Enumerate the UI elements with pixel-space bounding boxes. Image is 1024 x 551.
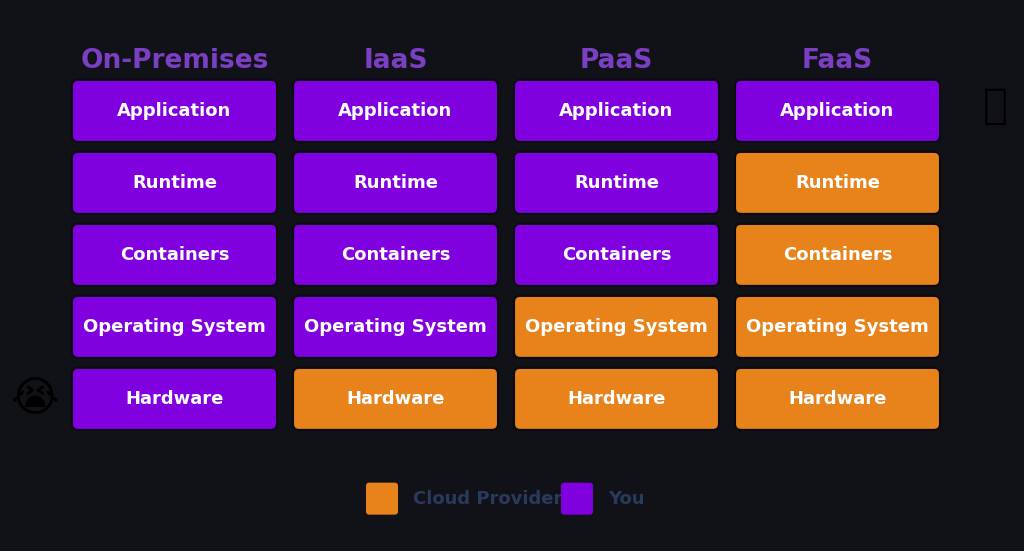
FancyBboxPatch shape [735, 224, 940, 286]
Text: Cloud Provider: Cloud Provider [413, 490, 562, 507]
Text: Runtime: Runtime [353, 174, 438, 192]
Text: PaaS: PaaS [580, 48, 653, 74]
Text: Operating System: Operating System [83, 318, 266, 336]
FancyBboxPatch shape [514, 368, 719, 430]
FancyBboxPatch shape [366, 483, 398, 515]
Text: Application: Application [118, 102, 231, 120]
Text: IaaS: IaaS [364, 48, 428, 74]
Text: Application: Application [780, 102, 895, 120]
Text: Containers: Containers [562, 246, 672, 264]
Text: Runtime: Runtime [795, 174, 880, 192]
FancyBboxPatch shape [72, 296, 278, 358]
FancyBboxPatch shape [72, 368, 278, 430]
FancyBboxPatch shape [72, 152, 278, 214]
Text: Containers: Containers [782, 246, 892, 264]
FancyBboxPatch shape [293, 368, 498, 430]
FancyBboxPatch shape [561, 483, 593, 515]
FancyBboxPatch shape [293, 224, 498, 286]
Text: Application: Application [338, 102, 453, 120]
Text: Operating System: Operating System [746, 318, 929, 336]
Text: FaaS: FaaS [802, 48, 873, 74]
FancyBboxPatch shape [514, 152, 719, 214]
Text: Operating System: Operating System [525, 318, 708, 336]
FancyBboxPatch shape [735, 296, 940, 358]
FancyBboxPatch shape [72, 224, 278, 286]
Text: Runtime: Runtime [132, 174, 217, 192]
Text: Hardware: Hardware [788, 390, 887, 408]
Text: Containers: Containers [341, 246, 451, 264]
Text: Hardware: Hardware [346, 390, 444, 408]
Text: Hardware: Hardware [125, 390, 223, 408]
Text: You: You [608, 490, 644, 507]
FancyBboxPatch shape [293, 152, 498, 214]
FancyBboxPatch shape [735, 80, 940, 142]
FancyBboxPatch shape [293, 80, 498, 142]
Text: On-Premises: On-Premises [80, 48, 268, 74]
Text: Application: Application [559, 102, 674, 120]
Text: Operating System: Operating System [304, 318, 486, 336]
FancyBboxPatch shape [514, 296, 719, 358]
FancyBboxPatch shape [735, 152, 940, 214]
FancyBboxPatch shape [735, 368, 940, 430]
FancyBboxPatch shape [514, 224, 719, 286]
Text: Hardware: Hardware [567, 390, 666, 408]
FancyBboxPatch shape [293, 296, 498, 358]
FancyBboxPatch shape [72, 80, 278, 142]
FancyBboxPatch shape [514, 80, 719, 142]
Text: Runtime: Runtime [574, 174, 659, 192]
Text: 😭: 😭 [9, 378, 58, 420]
Text: 🎉: 🎉 [983, 85, 1008, 127]
Text: Containers: Containers [120, 246, 229, 264]
